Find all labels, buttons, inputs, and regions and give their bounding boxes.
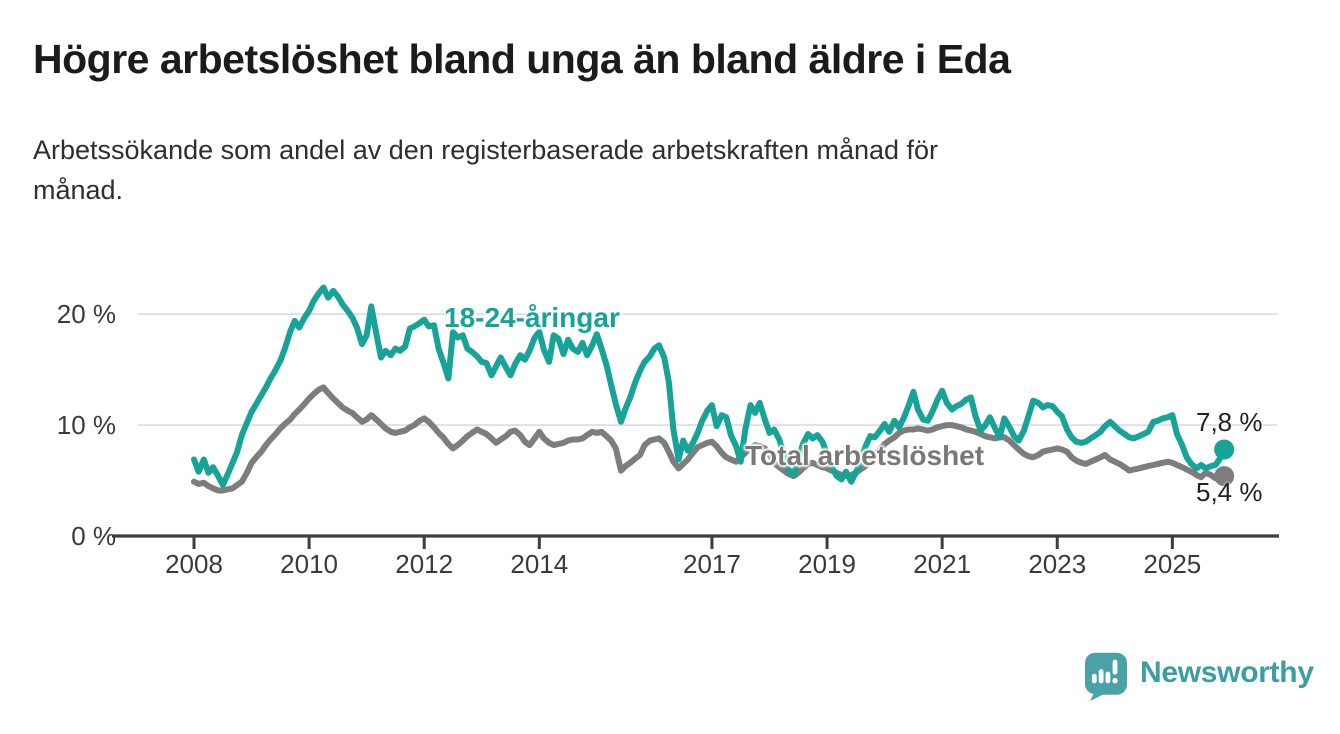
x-axis-tick-labels: 2008 2010 2012 2014 2017 2019 2021 2023 2025 [165,549,1201,579]
x-tick-label: 2025 [1143,549,1201,579]
end-value-label-total: 5,4 % [1196,477,1263,507]
series-label-young: 18-24-åringar [444,302,620,333]
series-young-line [191,284,1228,488]
newsworthy-logo: Newsworthy [1083,651,1314,701]
x-tick-label: 2023 [1028,549,1086,579]
series-line [191,284,1228,488]
newsworthy-speech-bubble-chart-icon [1084,652,1128,701]
newsworthy-wordmark: Newsworthy [1140,656,1314,689]
y-axis-tick-labels: 0 % 10 % 20 % [57,299,116,551]
end-value-label-young: 7,8 % [1196,407,1263,437]
x-tick-label: 2017 [683,549,741,579]
y-tick-label: 20 % [57,299,116,329]
x-tick-label: 2014 [510,549,568,579]
x-axis [112,534,1279,549]
series-total-line [191,384,1228,494]
x-tick-label: 2019 [798,549,856,579]
y-tick-label: 0 % [71,521,116,551]
x-tick-label: 2010 [280,549,338,579]
x-tick-label: 2008 [165,549,223,579]
page-subtitle: Arbetssökande som andel av den registerb… [33,130,1273,210]
series-line [191,384,1228,494]
x-tick-label: 2021 [913,549,971,579]
subtitle-line-1: Arbetssökande som andel av den registerb… [33,135,939,165]
x-tick-label: 2012 [395,549,453,579]
subtitle-line-2: månad. [33,175,124,205]
y-tick-label: 10 % [57,410,116,440]
series-end-dot [1214,439,1235,460]
series-end-dots [1214,439,1235,487]
gridlines [138,313,1277,426]
page-title: Högre arbetslöshet bland unga än bland ä… [33,36,1011,82]
series-label-total: Total arbetslöshet [745,440,985,471]
series-end-dot [1214,466,1235,487]
